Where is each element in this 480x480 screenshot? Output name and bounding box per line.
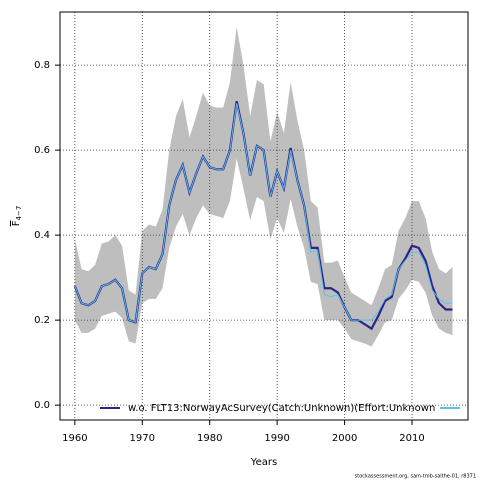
y-tick-label: 0.2 [34,315,50,326]
y-label-main: F [11,220,22,226]
plot-frame [59,11,469,421]
x-tick-label: 2010 [399,433,424,444]
y-label-sub: 4−7 [15,206,23,221]
x-tick-label: 1980 [197,433,222,444]
x-tick-label: 1990 [264,433,289,444]
y-tick-label: 0.4 [34,230,50,241]
x-tick-label: 2000 [332,433,357,444]
footnote: stockassessment.org, sam-tmb-saithe-01, … [355,474,476,480]
y-axis-label: F4−7 [11,206,23,227]
y-tick-label: 0.0 [34,400,50,411]
x-tick-label: 1960 [62,433,87,444]
confidence-band [74,26,453,347]
series-line [74,103,453,323]
plot-layer [60,12,468,420]
x-axis-label: Years [250,457,277,468]
legend-label: w.o. FLT13:NorwayAcSurvey(Catch:Unknown)… [128,403,435,414]
x-tick-label: 1970 [130,433,155,444]
y-tick-label: 0.8 [34,60,50,71]
y-tick-label: 0.6 [34,145,50,156]
